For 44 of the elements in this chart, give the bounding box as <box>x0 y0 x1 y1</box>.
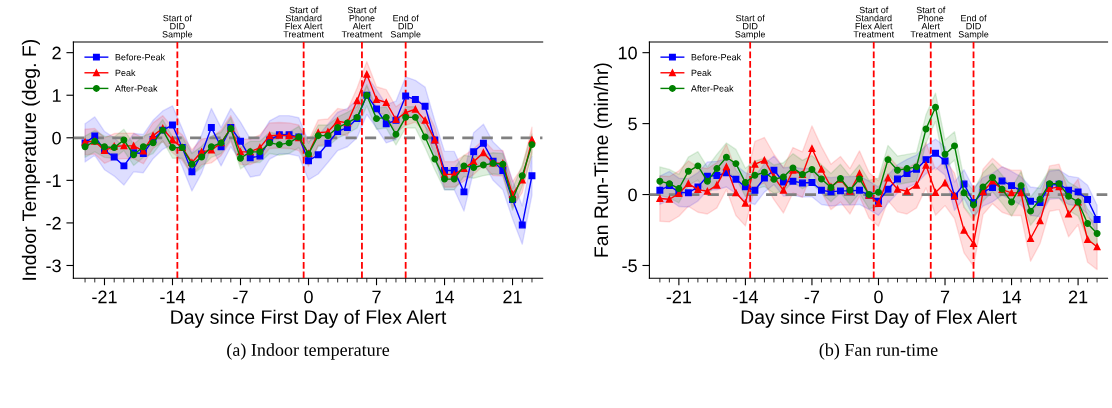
x-tick-label: -21 <box>92 290 117 304</box>
text: (a) Indoor temperature <box>227 343 390 360</box>
ref-line-label: Start of DID Sample <box>162 14 193 40</box>
x-tick-label: -7 <box>233 290 248 304</box>
x-tick-label: -14 <box>160 290 186 304</box>
x-axis-title: Day since First Day of Flex Alert <box>741 309 1017 328</box>
ref-line-label: Start of DID Sample <box>735 14 766 40</box>
x-axis-title: Day since First Day of Flex Alert <box>171 309 447 328</box>
legend-label: Peak <box>691 69 712 77</box>
y-tick-label: -5 <box>622 259 637 273</box>
y-tick-label: 5 <box>628 117 637 131</box>
y-tick-label: 10 <box>618 46 637 60</box>
ref-line-label: Start of Phone Alert Treatment <box>341 6 383 38</box>
legend-label: Peak <box>115 69 136 77</box>
x-tick-label: 7 <box>372 290 381 304</box>
x-tick-label: 0 <box>874 290 883 304</box>
y-tick-label: -1 <box>46 174 61 187</box>
legend-label: After-Peak <box>114 85 158 92</box>
legend-label: After-Peak <box>690 85 734 92</box>
y-tick-label: 0 <box>628 188 637 202</box>
ref-line-label: Start of Standard Flex Alert Treatment <box>283 6 324 38</box>
x-tick-label: 14 <box>435 290 455 304</box>
ref-line-label: End of DID Sample <box>958 14 989 40</box>
legend-label: Before-Peak <box>691 53 742 61</box>
ref-line-label: Start of Phone Alert Treatment <box>910 6 952 38</box>
x-tick-label: -21 <box>666 290 692 304</box>
ref-line-label: Start of Standard Flex Alert Treatment <box>853 6 895 38</box>
y-tick-label: 2 <box>52 46 61 60</box>
legend-label: Before-Peak <box>115 53 166 61</box>
x-tick-label: 21 <box>1068 290 1088 304</box>
y-axis-title: Fan Run-Time (min/hr) <box>593 63 612 257</box>
x-tick-label: 0 <box>304 290 313 304</box>
y-axis-title: Indoor Temperature (deg. F) <box>21 39 40 280</box>
y-tick-label: 0 <box>52 131 61 145</box>
y-tick-label: -2 <box>46 216 61 230</box>
x-tick-label: 14 <box>1002 290 1022 304</box>
ref-line-label: End of DID Sample <box>390 14 421 40</box>
y-tick-label: -3 <box>46 259 61 273</box>
x-tick-label: -14 <box>733 290 758 304</box>
text: (b) Fan run-time <box>819 343 938 360</box>
y-tick-label: 1 <box>52 89 61 102</box>
x-tick-label: 21 <box>503 290 522 304</box>
x-tick-label: 7 <box>940 290 950 304</box>
x-tick-label: -7 <box>804 290 820 304</box>
